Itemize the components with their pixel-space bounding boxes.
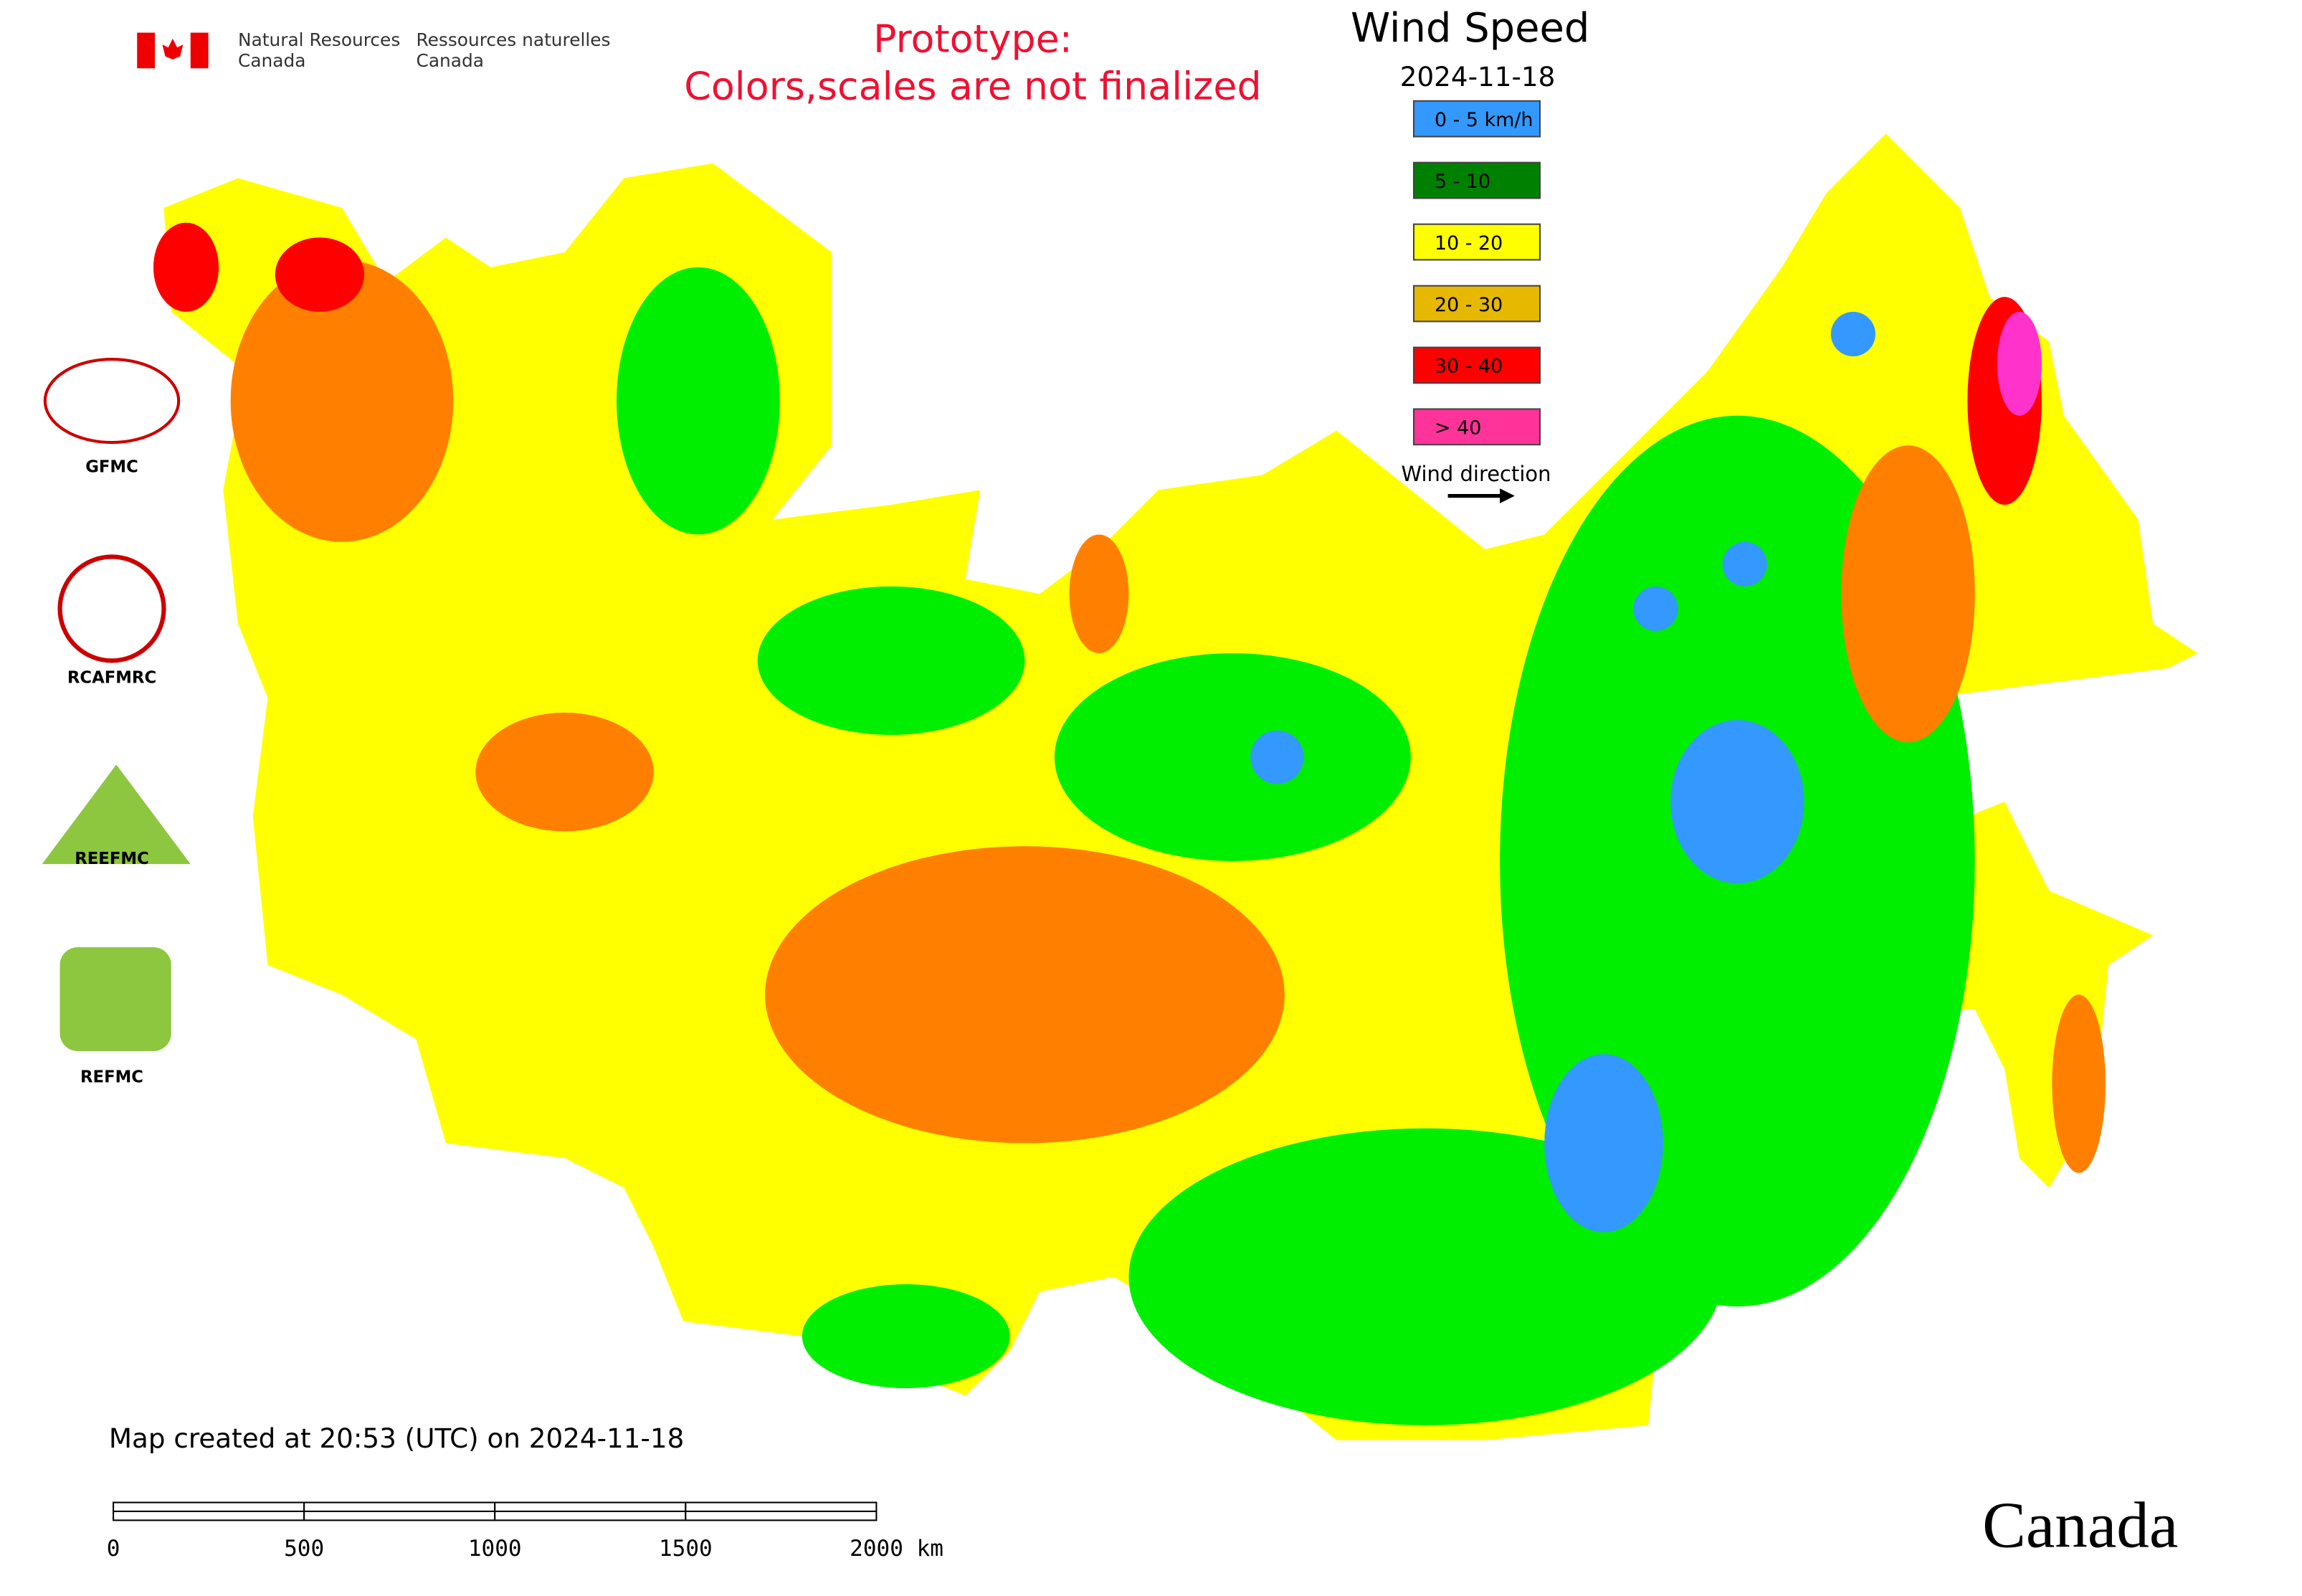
agency-fr: Ressources naturelles — [417, 29, 611, 50]
legend-swatch — [1412, 346, 1541, 384]
zone — [1841, 445, 1975, 743]
scale-label: 0 — [107, 1536, 120, 1562]
legend-swatch — [1412, 223, 1541, 261]
wordmark: Canada — [1982, 1489, 2178, 1562]
logo-label: GFMC — [85, 457, 138, 476]
zone — [1633, 586, 1678, 632]
agency-fr: Canada — [417, 50, 484, 71]
map — [153, 133, 2198, 1440]
logo-label: REEFMC — [75, 850, 149, 868]
scale-label: 1500 — [659, 1536, 713, 1562]
legend-label: 0 - 5 km/h — [1435, 109, 1533, 131]
legend-label: 30 - 40 — [1435, 356, 1503, 378]
logo-label: RCAFMRC — [67, 669, 156, 688]
logo — [43, 358, 181, 445]
wind-direction-label: Wind direction — [1401, 462, 1551, 486]
notice: Prototype: — [873, 16, 1072, 61]
title: Wind Speed — [1351, 5, 1589, 52]
notice: Colors,scales are not finalized — [684, 64, 1261, 109]
legend-label: 10 - 20 — [1435, 232, 1503, 255]
zone — [1054, 653, 1411, 862]
flag — [190, 32, 209, 69]
zone — [1722, 541, 1767, 586]
zone — [1670, 720, 1804, 884]
agency-en: Natural Resources — [238, 29, 400, 50]
scale-label: 500 — [284, 1536, 324, 1562]
zone — [617, 267, 780, 535]
logo — [57, 554, 166, 663]
zone — [275, 237, 365, 312]
logo-label: REFMC — [80, 1068, 143, 1087]
agency-en: Canada — [238, 50, 305, 71]
zone — [230, 260, 454, 542]
zone — [757, 586, 1025, 735]
zone — [1830, 311, 1876, 356]
wind-arrow-head — [1500, 488, 1515, 503]
footer: Map created at 20:53 (UTC) on 2024-11-18 — [109, 1422, 684, 1454]
legend-swatch — [1412, 100, 1541, 138]
scale-label: 1000 — [468, 1536, 522, 1562]
zone — [153, 222, 219, 312]
zone — [2052, 994, 2106, 1173]
zone — [1250, 730, 1304, 784]
logo — [60, 947, 171, 1052]
legend-label: 5 - 10 — [1435, 171, 1490, 193]
legend-label: 20 - 30 — [1435, 294, 1503, 316]
date: 2024-11-18 — [1400, 61, 1556, 92]
logo — [42, 764, 191, 865]
flag — [162, 38, 184, 60]
legend-swatch — [1412, 161, 1541, 199]
zone — [475, 712, 654, 832]
legend-swatch — [1412, 285, 1541, 323]
flag — [137, 32, 156, 69]
zone — [802, 1284, 1010, 1389]
legend-swatch — [1412, 408, 1541, 446]
zone — [765, 846, 1285, 1144]
logos — [42, 32, 209, 1052]
zone — [1069, 534, 1129, 654]
zone — [1544, 1054, 1663, 1232]
legend-label: > 40 — [1435, 417, 1481, 440]
scale-label: 2000 km — [850, 1536, 943, 1562]
zone — [1997, 311, 2042, 416]
